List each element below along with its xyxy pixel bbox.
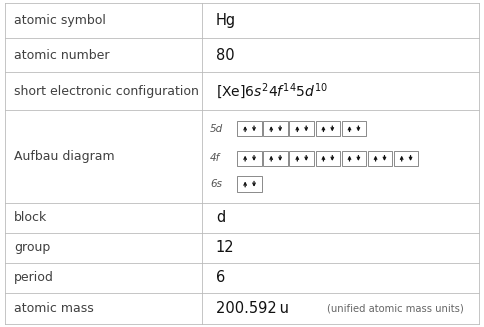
Text: 4f: 4f: [210, 153, 221, 163]
Text: short electronic configuration: short electronic configuration: [15, 85, 199, 98]
Text: 6s: 6s: [210, 179, 222, 189]
Bar: [237, 151, 262, 166]
Text: 80: 80: [216, 48, 235, 63]
Text: block: block: [15, 211, 47, 224]
Bar: [316, 151, 340, 166]
Text: $\mathregular{[Xe]6}\mathit{s}^{2}\mathregular{4}\mathit{f}^{14}\mathregular{5}\: $\mathregular{[Xe]6}\mathit{s}^{2}\mathr…: [216, 81, 328, 101]
Text: 200.592 u: 200.592 u: [216, 301, 289, 316]
Text: group: group: [15, 241, 50, 254]
Bar: [237, 121, 262, 136]
Bar: [237, 177, 262, 192]
Text: atomic mass: atomic mass: [15, 302, 94, 315]
Bar: [342, 151, 366, 166]
Text: Aufbau diagram: Aufbau diagram: [15, 150, 115, 163]
Text: (unified atomic mass units): (unified atomic mass units): [327, 303, 464, 313]
Bar: [263, 121, 288, 136]
Bar: [263, 151, 288, 166]
Text: 5d: 5d: [210, 124, 224, 134]
Bar: [342, 121, 366, 136]
Text: period: period: [15, 271, 54, 284]
Text: atomic symbol: atomic symbol: [15, 14, 106, 27]
Text: 12: 12: [216, 240, 235, 255]
Bar: [289, 151, 314, 166]
Bar: [368, 151, 393, 166]
Text: 6: 6: [216, 270, 225, 285]
Text: atomic number: atomic number: [15, 49, 110, 62]
Text: Hg: Hg: [216, 13, 236, 28]
Bar: [289, 121, 314, 136]
Text: d: d: [216, 210, 225, 225]
Bar: [316, 121, 340, 136]
Bar: [394, 151, 419, 166]
